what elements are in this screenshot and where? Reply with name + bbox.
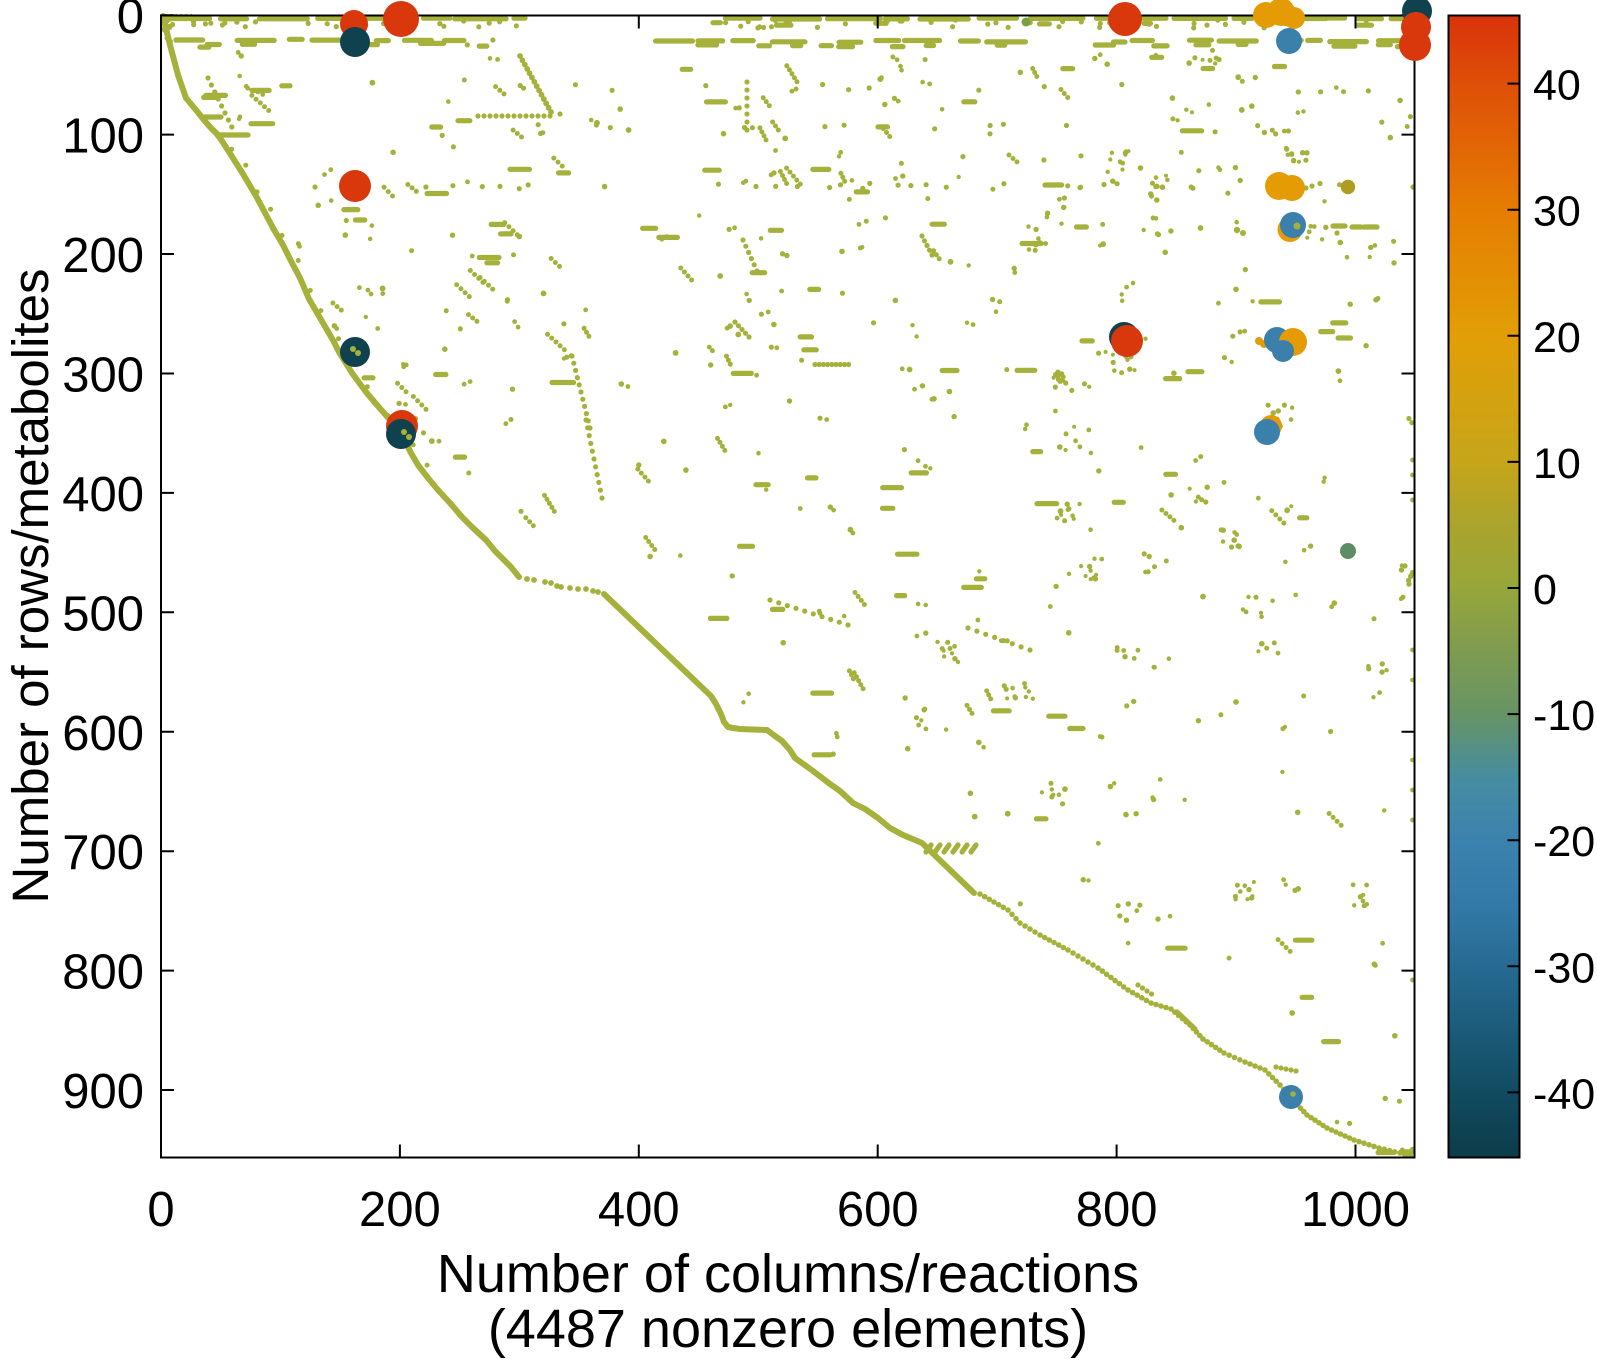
- svg-text:900: 900: [62, 1065, 144, 1119]
- svg-text:800: 800: [1076, 1183, 1158, 1237]
- svg-text:Number of columns/reactions: Number of columns/reactions: [437, 1244, 1139, 1304]
- svg-text:Number of rows/metabolites: Number of rows/metabolites: [2, 269, 59, 904]
- svg-text:200: 200: [359, 1183, 441, 1237]
- svg-text:0: 0: [117, 0, 144, 44]
- svg-text:-40: -40: [1533, 1070, 1595, 1118]
- svg-text:-10: -10: [1533, 692, 1595, 740]
- svg-text:100: 100: [62, 110, 144, 164]
- svg-text:0: 0: [1533, 566, 1557, 614]
- svg-text:40: 40: [1533, 62, 1581, 110]
- svg-text:800: 800: [62, 946, 144, 1000]
- svg-text:200: 200: [62, 229, 144, 283]
- svg-text:600: 600: [62, 707, 144, 761]
- svg-text:400: 400: [62, 468, 144, 522]
- svg-text:1000: 1000: [1301, 1183, 1410, 1237]
- svg-text:(4487 nonzero elements): (4487 nonzero elements): [488, 1299, 1088, 1359]
- svg-text:400: 400: [598, 1183, 680, 1237]
- svg-text:700: 700: [62, 826, 144, 880]
- svg-text:0: 0: [147, 1183, 174, 1237]
- svg-text:10: 10: [1533, 440, 1581, 488]
- svg-text:20: 20: [1533, 314, 1581, 362]
- svg-text:500: 500: [62, 587, 144, 641]
- svg-text:30: 30: [1533, 188, 1581, 236]
- svg-text:-20: -20: [1533, 818, 1595, 866]
- svg-text:600: 600: [837, 1183, 919, 1237]
- svg-text:300: 300: [62, 349, 144, 403]
- svg-text:-30: -30: [1533, 944, 1595, 992]
